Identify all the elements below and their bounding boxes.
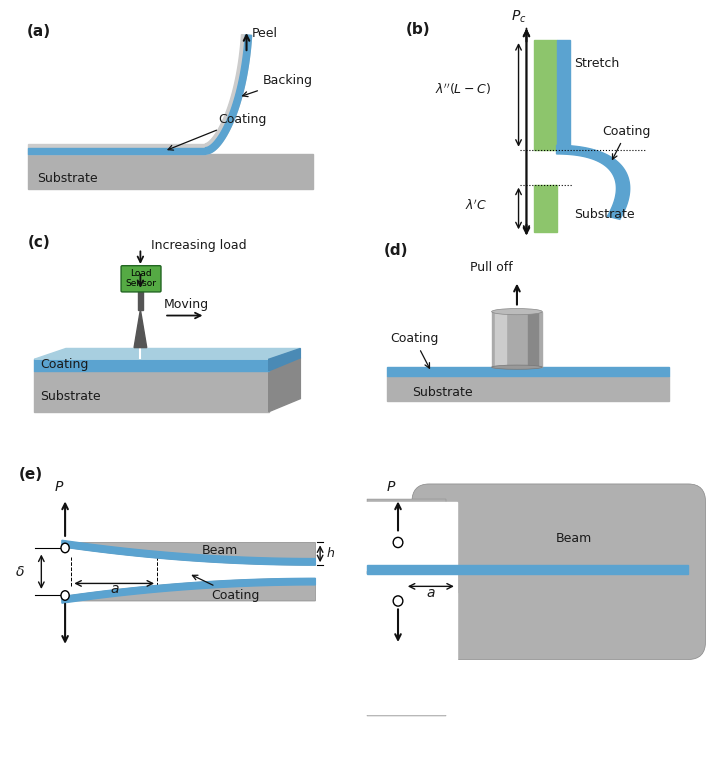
Text: Beam: Beam <box>202 544 238 557</box>
Text: (d): (d) <box>384 243 408 258</box>
Text: a: a <box>426 586 435 601</box>
Text: Increasing load: Increasing load <box>151 239 247 252</box>
Polygon shape <box>205 35 251 154</box>
Polygon shape <box>534 185 557 233</box>
Polygon shape <box>62 542 315 565</box>
Text: Beam: Beam <box>556 533 593 545</box>
Polygon shape <box>360 574 456 715</box>
Polygon shape <box>367 574 446 716</box>
Circle shape <box>61 591 69 601</box>
Text: Substrate: Substrate <box>574 208 634 221</box>
FancyBboxPatch shape <box>121 266 161 292</box>
Polygon shape <box>28 148 205 155</box>
Polygon shape <box>205 35 251 154</box>
Polygon shape <box>138 291 143 310</box>
Polygon shape <box>35 349 300 360</box>
Polygon shape <box>557 40 570 149</box>
Text: Coating: Coating <box>603 126 651 159</box>
Text: Substrate: Substrate <box>413 386 473 399</box>
Text: P: P <box>387 480 395 494</box>
Polygon shape <box>62 578 315 603</box>
Polygon shape <box>387 377 669 401</box>
Text: Backing: Backing <box>243 74 312 96</box>
Text: $\lambda'C$: $\lambda'C$ <box>464 198 487 213</box>
Text: (e): (e) <box>19 467 43 483</box>
Polygon shape <box>367 570 429 715</box>
Text: Peel: Peel <box>251 27 277 40</box>
Polygon shape <box>28 144 205 155</box>
Polygon shape <box>35 358 300 371</box>
Text: $\lambda''(L-C)$: $\lambda''(L-C)$ <box>435 82 491 97</box>
Polygon shape <box>62 578 315 601</box>
Circle shape <box>61 543 69 553</box>
Polygon shape <box>367 565 688 574</box>
Text: Coating: Coating <box>390 333 438 368</box>
Polygon shape <box>387 367 669 377</box>
Text: Load
Sensor: Load Sensor <box>125 269 156 288</box>
Polygon shape <box>269 349 300 371</box>
Text: P: P <box>55 480 63 494</box>
Ellipse shape <box>492 365 542 370</box>
Text: a: a <box>110 582 119 596</box>
Text: Stretch: Stretch <box>574 57 619 70</box>
Text: Coating: Coating <box>192 575 259 602</box>
Polygon shape <box>367 499 446 570</box>
Polygon shape <box>62 541 315 565</box>
Circle shape <box>393 596 403 606</box>
Polygon shape <box>35 360 269 371</box>
FancyBboxPatch shape <box>412 484 706 659</box>
Polygon shape <box>269 358 300 412</box>
Polygon shape <box>534 40 557 149</box>
Text: Substrate: Substrate <box>37 172 98 186</box>
Text: h: h <box>326 547 334 561</box>
Polygon shape <box>492 312 542 367</box>
Text: Pull off: Pull off <box>470 261 513 274</box>
Polygon shape <box>367 502 429 574</box>
Polygon shape <box>360 502 456 570</box>
Polygon shape <box>35 371 269 412</box>
Polygon shape <box>528 312 538 367</box>
Text: Moving: Moving <box>164 298 210 311</box>
Polygon shape <box>134 310 147 347</box>
Text: Substrate: Substrate <box>40 390 102 403</box>
Text: $P_c$: $P_c$ <box>510 8 526 25</box>
Polygon shape <box>28 155 313 189</box>
Polygon shape <box>557 146 630 219</box>
Text: Coating: Coating <box>168 113 266 150</box>
Circle shape <box>393 537 403 547</box>
Text: (a): (a) <box>27 24 50 38</box>
Polygon shape <box>495 312 506 367</box>
Text: (c): (c) <box>28 236 50 250</box>
Ellipse shape <box>492 309 542 315</box>
Text: (b): (b) <box>406 22 431 37</box>
Text: Coating: Coating <box>40 358 89 371</box>
Text: $\delta$: $\delta$ <box>15 564 25 579</box>
